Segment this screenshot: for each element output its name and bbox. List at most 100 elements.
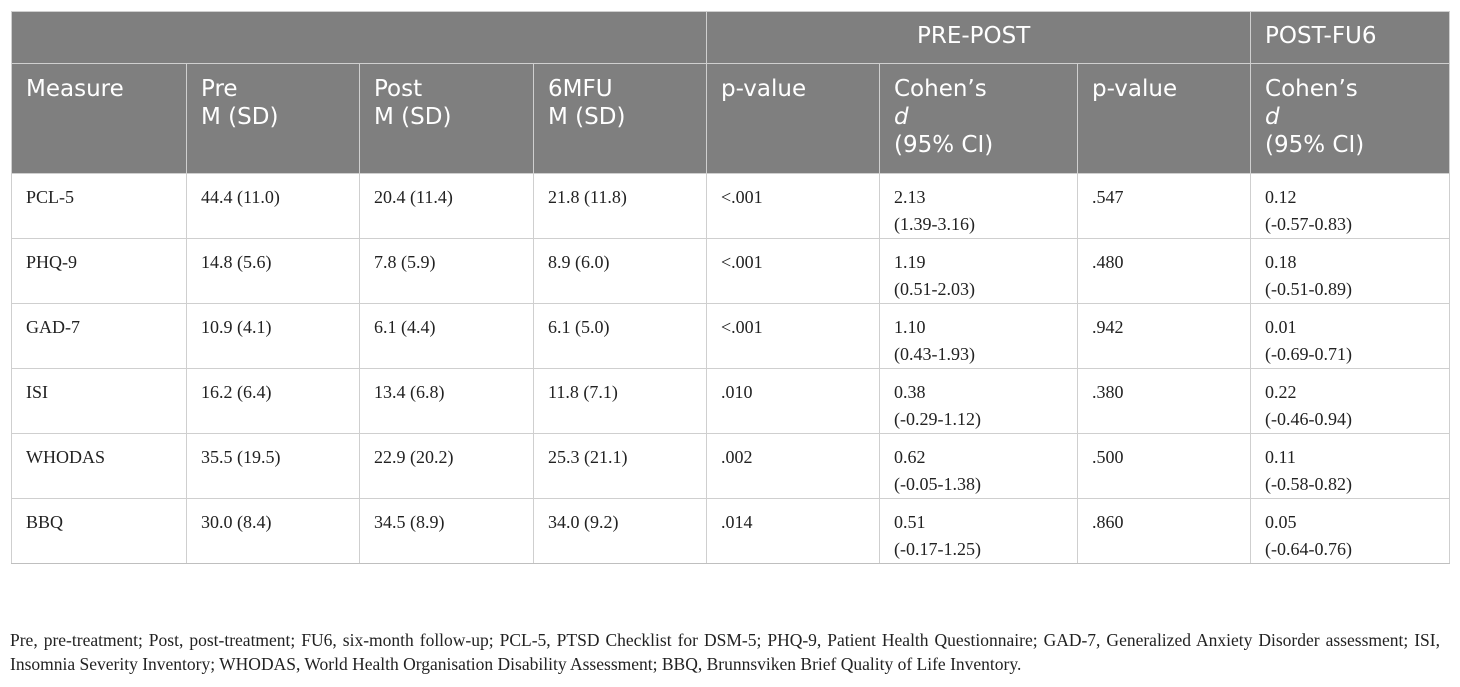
cell-pre: 44.4 (11.0) <box>186 173 360 239</box>
table-footnote: Pre, pre-treatment; Post, post-treatment… <box>10 630 1440 674</box>
cell-p-value-post-fu6: .480 <box>1076 238 1252 304</box>
cell-p-value-pre-post: <.001 <box>706 238 880 304</box>
cell-post: 34.5 (8.9) <box>359 498 534 564</box>
cell-post: 13.4 (6.8) <box>359 368 534 434</box>
cell-p-value-post-fu6: .500 <box>1076 433 1252 499</box>
cell-p-value-pre-post: .010 <box>706 368 880 434</box>
cell-d-value: 0.05 <box>1265 512 1297 532</box>
cell-ci-value: (0.51-2.03) <box>894 279 975 299</box>
cell-d-value: 0.38 <box>894 382 926 402</box>
cell-measure: WHODAS <box>11 433 187 499</box>
col-header-line: d <box>1265 104 1280 130</box>
cell-d-value: 0.11 <box>1265 447 1296 467</box>
results-table: PRE-POST POST-FU6 Measure Pre M (SD) Pos… <box>11 11 1451 564</box>
cell-p-value-post-fu6: .942 <box>1076 303 1252 369</box>
cell-p-value-pre-post: <.001 <box>706 173 880 239</box>
cell-cohens-d-post-fu6: 0.05 (-0.64-0.76) <box>1250 498 1451 564</box>
cell-ci-value: (0.43-1.93) <box>894 344 975 364</box>
cell-cohens-d-post-fu6: 0.01 (-0.69-0.71) <box>1250 303 1451 369</box>
cell-p-value-post-fu6: .860 <box>1076 498 1252 564</box>
cell-p-value-pre-post: .014 <box>706 498 880 564</box>
col-header-line: d <box>894 104 909 130</box>
table-row: PHQ-9 14.8 (5.6) 7.8 (5.9) 8.9 (6.0) <.0… <box>11 238 1451 304</box>
col-header-line: M (SD) <box>201 104 279 130</box>
cell-measure: PHQ-9 <box>11 238 187 304</box>
cell-d-value: 0.12 <box>1265 187 1297 207</box>
col-header-line: M (SD) <box>548 104 626 130</box>
cell-ci-value: (-0.05-1.38) <box>894 474 981 494</box>
cell-post: 7.8 (5.9) <box>359 238 534 304</box>
cell-6mfu: 6.1 (5.0) <box>533 303 707 369</box>
table-row: PCL-5 44.4 (11.0) 20.4 (11.4) 21.8 (11.8… <box>11 173 1451 239</box>
cell-6mfu: 25.3 (21.1) <box>533 433 707 499</box>
cell-cohens-d-pre-post: 2.13 (1.39-3.16) <box>879 173 1078 239</box>
cell-cohens-d-pre-post: 1.10 (0.43-1.93) <box>879 303 1078 369</box>
cell-measure: PCL-5 <box>11 173 187 239</box>
cell-ci-value: (-0.69-0.71) <box>1265 344 1352 364</box>
table-row: BBQ 30.0 (8.4) 34.5 (8.9) 34.0 (9.2) .01… <box>11 498 1451 564</box>
group-header-empty <box>11 11 707 64</box>
col-header-p-value-pre-post: p-value <box>706 63 880 174</box>
cell-cohens-d-post-fu6: 0.18 (-0.51-0.89) <box>1250 238 1451 304</box>
group-header-row: PRE-POST POST-FU6 <box>11 11 1451 64</box>
cell-p-value-post-fu6: .547 <box>1076 173 1252 239</box>
cell-d-value: 0.22 <box>1265 382 1297 402</box>
col-header-line: Measure <box>26 76 124 102</box>
cell-p-value-post-fu6: .380 <box>1076 368 1252 434</box>
cell-ci-value: (-0.57-0.83) <box>1265 214 1352 234</box>
col-header-line: (95% CI) <box>894 132 994 158</box>
cell-measure: ISI <box>11 368 187 434</box>
cell-6mfu: 21.8 (11.8) <box>533 173 707 239</box>
cell-ci-value: (-0.29-1.12) <box>894 409 981 429</box>
cell-ci-value: (-0.46-0.94) <box>1265 409 1352 429</box>
table-row: ISI 16.2 (6.4) 13.4 (6.8) 11.8 (7.1) .01… <box>11 368 1451 434</box>
col-header-post: Post M (SD) <box>359 63 534 174</box>
cell-pre: 10.9 (4.1) <box>186 303 360 369</box>
col-header-cohens-d-pre-post: Cohen’s d (95% CI) <box>879 63 1078 174</box>
col-header-line: Cohen’s <box>1265 76 1358 102</box>
group-header-post-fu6: POST-FU6 <box>1250 11 1451 64</box>
cell-6mfu: 34.0 (9.2) <box>533 498 707 564</box>
cell-ci-value: (-0.64-0.76) <box>1265 539 1352 559</box>
cell-6mfu: 11.8 (7.1) <box>533 368 707 434</box>
cell-d-value: 1.19 <box>894 252 926 272</box>
cell-cohens-d-pre-post: 1.19 (0.51-2.03) <box>879 238 1078 304</box>
cell-measure: GAD-7 <box>11 303 187 369</box>
cell-cohens-d-post-fu6: 0.12 (-0.57-0.83) <box>1250 173 1451 239</box>
cell-ci-value: (-0.58-0.82) <box>1265 474 1352 494</box>
column-header-row: Measure Pre M (SD) Post M (SD) 6MFU M (S… <box>11 63 1451 174</box>
col-header-line: 6MFU <box>548 76 613 102</box>
col-header-line: p-value <box>1092 76 1178 102</box>
col-header-p-value-post-fu6: p-value <box>1076 63 1252 174</box>
col-header-line: (95% CI) <box>1265 132 1365 158</box>
cell-ci-value: (-0.51-0.89) <box>1265 279 1352 299</box>
cell-d-value: 0.18 <box>1265 252 1297 272</box>
cell-post: 20.4 (11.4) <box>359 173 534 239</box>
cell-d-value: 0.51 <box>894 512 926 532</box>
cell-post: 6.1 (4.4) <box>359 303 534 369</box>
cell-cohens-d-pre-post: 0.51 (-0.17-1.25) <box>879 498 1078 564</box>
cell-p-value-pre-post: .002 <box>706 433 880 499</box>
results-table-container: PRE-POST POST-FU6 Measure Pre M (SD) Pos… <box>11 11 1451 564</box>
col-header-line: p-value <box>721 76 807 102</box>
col-header-line: Cohen’s <box>894 76 987 102</box>
col-header-6mfu: 6MFU M (SD) <box>533 63 707 174</box>
col-header-line: Pre <box>201 76 238 102</box>
table-row: WHODAS 35.5 (19.5) 22.9 (20.2) 25.3 (21.… <box>11 433 1451 499</box>
cell-cohens-d-pre-post: 0.62 (-0.05-1.38) <box>879 433 1078 499</box>
cell-d-value: 1.10 <box>894 317 926 337</box>
cell-cohens-d-post-fu6: 0.11 (-0.58-0.82) <box>1250 433 1451 499</box>
table-row: GAD-7 10.9 (4.1) 6.1 (4.4) 6.1 (5.0) <.0… <box>11 303 1451 369</box>
cell-pre: 14.8 (5.6) <box>186 238 360 304</box>
cell-measure: BBQ <box>11 498 187 564</box>
cell-cohens-d-post-fu6: 0.22 (-0.46-0.94) <box>1250 368 1451 434</box>
cell-d-value: 0.01 <box>1265 317 1297 337</box>
col-header-line: M (SD) <box>374 104 452 130</box>
col-header-pre: Pre M (SD) <box>186 63 360 174</box>
cell-pre: 16.2 (6.4) <box>186 368 360 434</box>
cell-ci-value: (-0.17-1.25) <box>894 539 981 559</box>
cell-pre: 35.5 (19.5) <box>186 433 360 499</box>
cell-post: 22.9 (20.2) <box>359 433 534 499</box>
col-header-measure: Measure <box>11 63 187 174</box>
cell-d-value: 0.62 <box>894 447 926 467</box>
